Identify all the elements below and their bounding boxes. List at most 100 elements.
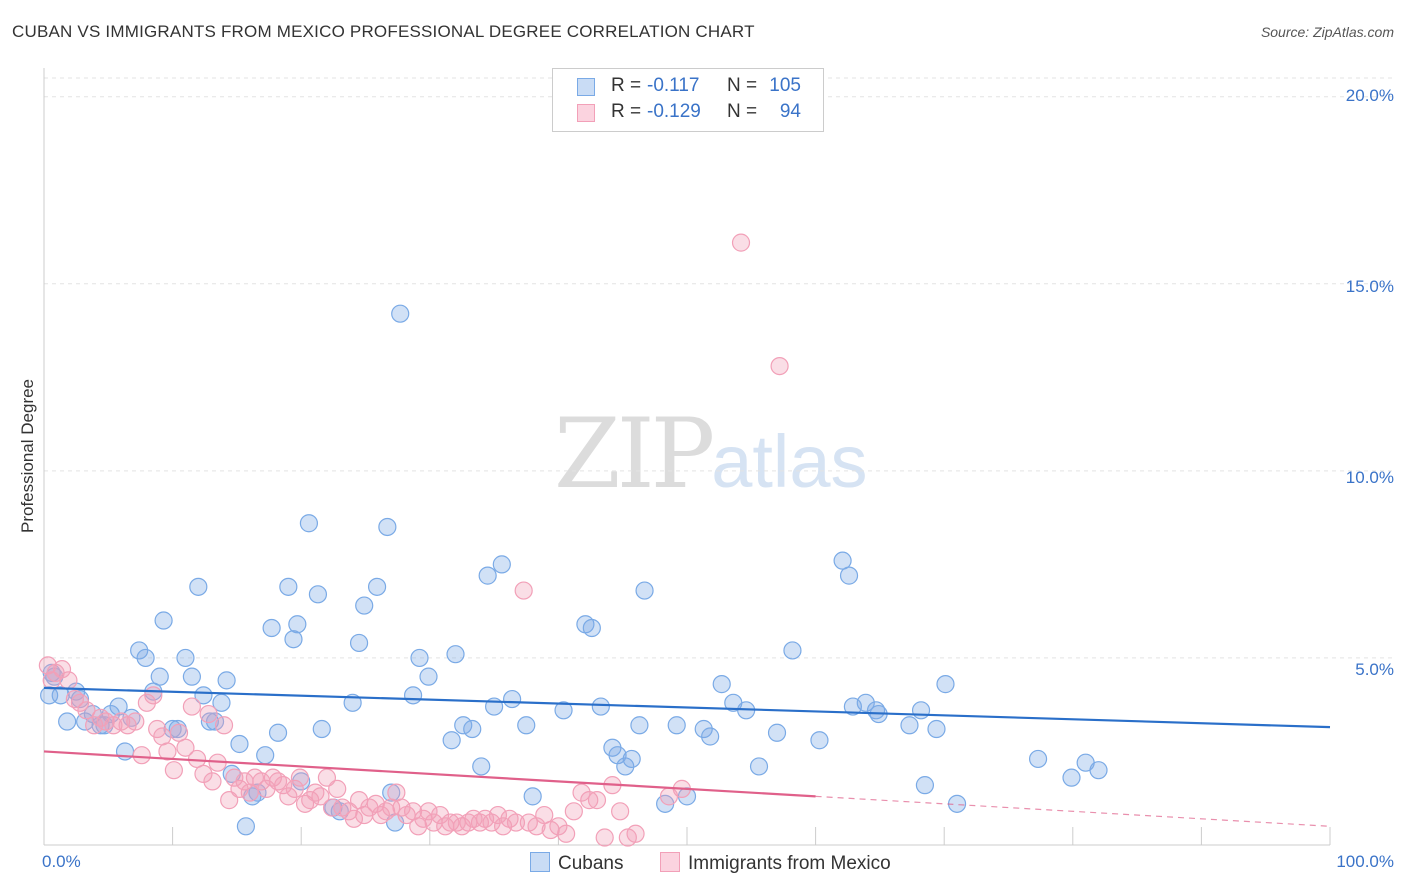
mexico-point <box>488 805 508 825</box>
cubans-point <box>712 675 731 694</box>
cubans-point <box>194 686 213 705</box>
mexico-point <box>311 787 330 806</box>
cubans-point <box>492 555 511 574</box>
mexico-point <box>506 813 526 832</box>
mexico-point <box>199 704 218 724</box>
cubans-point <box>268 723 288 742</box>
mexico-point <box>176 738 195 757</box>
cubans-point <box>109 697 128 716</box>
cubans-point <box>503 689 522 709</box>
mexico-point <box>482 813 501 832</box>
mexico-point <box>203 772 222 791</box>
cubans-point <box>262 618 281 638</box>
legend-r-value-cubans: -0.117 <box>647 75 700 96</box>
bottom-legend-swatch-mexico <box>660 852 680 872</box>
watermark-zip: ZIP <box>554 398 715 510</box>
cubans-point <box>391 304 410 323</box>
cubans-point <box>51 686 70 705</box>
cubans-point <box>284 630 303 649</box>
y-axis-label: Professional Degree <box>18 378 37 534</box>
mexico-point <box>441 813 460 832</box>
legend-n-value-cubans: 105 <box>769 75 801 96</box>
cubans-point <box>478 566 497 585</box>
cubans-point <box>312 719 331 739</box>
cubans-point <box>382 783 401 802</box>
cubans-point <box>630 716 649 735</box>
legend-n-label: N = <box>727 75 758 96</box>
mexico-point <box>85 716 104 735</box>
y-tick-label-15: 15.0% <box>1345 277 1394 296</box>
mexico-point <box>144 686 163 705</box>
mexico-point <box>317 768 337 787</box>
mexico-point <box>164 761 183 780</box>
mexico-point <box>535 805 554 825</box>
mexico-point <box>220 791 239 810</box>
legend-swatch-mexico <box>577 104 595 122</box>
y-tick-label-20: 20.0% <box>1345 86 1394 105</box>
cubans-point <box>308 585 328 604</box>
cubans-point <box>856 693 875 712</box>
mexico-point <box>611 802 630 821</box>
bottom-legend-mexico: Immigrants from Mexico <box>660 852 891 875</box>
cubans-point <box>343 693 362 712</box>
cubans-point <box>616 757 635 776</box>
cubans-point <box>176 648 195 668</box>
cubans-point <box>839 566 859 585</box>
x-tick-label-min: 0.0% <box>42 852 81 871</box>
cubans-point <box>635 581 654 600</box>
x-tick-label-max: 100.0% <box>1336 852 1394 871</box>
cubans-point <box>927 719 946 739</box>
cubans-point <box>767 723 787 742</box>
cubans-point <box>523 787 542 806</box>
mexico-point <box>366 794 385 813</box>
mexico-point <box>285 779 304 798</box>
legend-n-value-mexico: 94 <box>779 101 801 122</box>
cubans-point <box>667 716 686 735</box>
mexico-point <box>430 805 450 825</box>
cubans-point <box>130 641 149 660</box>
watermark-atlas: atlas <box>711 420 868 503</box>
cubans-point <box>217 671 236 690</box>
cubans-point <box>936 675 955 694</box>
cubans-point <box>419 667 438 686</box>
cubans-point <box>900 716 919 735</box>
mexico-point <box>731 233 751 252</box>
cubans-point <box>915 776 935 795</box>
cubans-point <box>299 514 319 533</box>
cubans-point <box>367 577 387 596</box>
cubans-point <box>154 611 173 630</box>
mexico-point <box>770 356 789 376</box>
cubans-point <box>230 734 249 754</box>
cubans-point <box>288 615 307 634</box>
cubans-trend-line <box>43 686 1331 729</box>
cubans-point <box>622 749 641 769</box>
cubans-point <box>810 731 829 750</box>
correlation-legend: R = -0.117 N = 105 R = -0.129 N = 94 <box>552 68 824 132</box>
chart-title: CUBAN VS IMMIGRANTS FROM MEXICO PROFESSI… <box>12 22 755 41</box>
cubans-point <box>150 667 169 686</box>
mexico-point <box>274 776 293 795</box>
legend-r-label: R = <box>611 101 642 122</box>
cubans-point <box>463 719 482 739</box>
cubans-point <box>442 731 461 750</box>
mexico-point <box>514 581 533 600</box>
mexico-point <box>169 723 189 742</box>
mexico-point <box>580 791 599 810</box>
cubans-point <box>1062 768 1081 787</box>
cubans-point <box>694 719 713 739</box>
cubans-point <box>403 686 423 705</box>
cubans-point <box>454 716 473 735</box>
cubans-point <box>554 701 573 720</box>
mexico-point <box>70 693 90 712</box>
cubans-point <box>833 551 852 570</box>
cubans-point <box>205 712 225 731</box>
cubans-point <box>472 757 491 776</box>
mexico-point <box>137 693 156 712</box>
mexico-point <box>77 701 96 720</box>
mexico-point <box>549 817 568 836</box>
cubans-point <box>582 618 601 638</box>
legend-r-value-mexico: -0.129 <box>647 101 701 122</box>
mexico-point <box>59 671 78 690</box>
cubans-point <box>200 712 219 731</box>
cubans-point <box>378 517 397 537</box>
